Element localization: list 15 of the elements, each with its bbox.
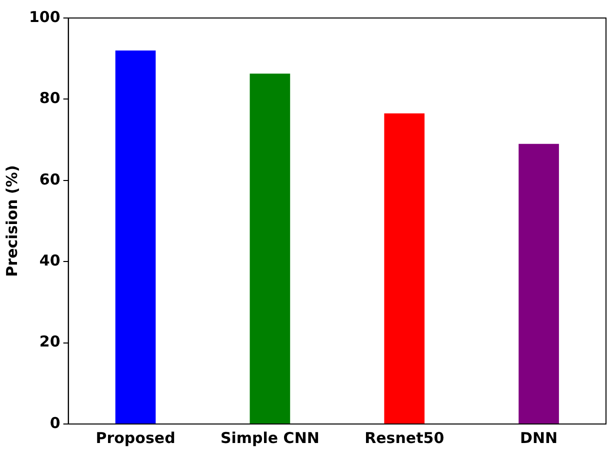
y-tick-label: 20: [39, 332, 60, 351]
x-tick-label: Resnet50: [364, 428, 444, 447]
bar: [518, 144, 559, 424]
y-axis-title: Precision (%): [2, 165, 21, 277]
x-tick-label: Proposed: [96, 428, 176, 447]
y-tick-label: 60: [39, 170, 60, 188]
y-tick-label: 100: [29, 8, 60, 26]
y-tick-label: 40: [39, 251, 60, 270]
y-tick-label: 80: [39, 89, 60, 108]
bar: [250, 74, 290, 424]
x-tick-label: Simple CNN: [220, 428, 320, 447]
bar: [115, 50, 156, 424]
bar: [384, 113, 425, 424]
x-tick-label: DNN: [520, 428, 558, 447]
y-tick-label: 0: [50, 414, 60, 432]
